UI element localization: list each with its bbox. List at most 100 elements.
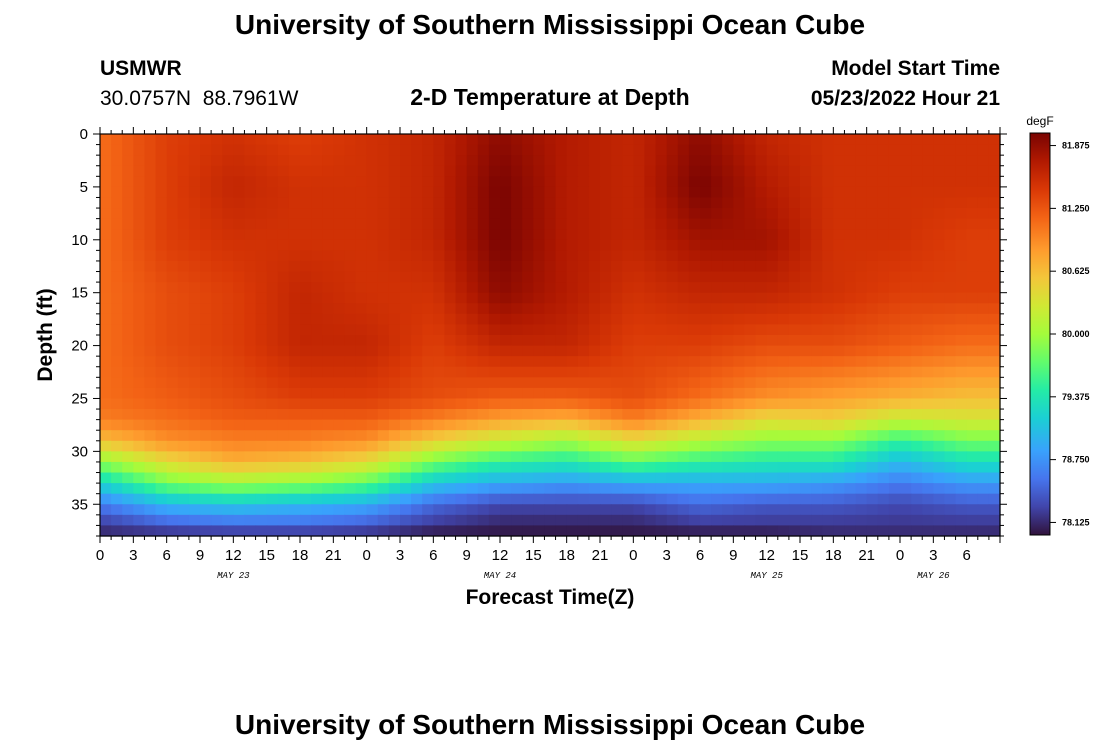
heatmap-cell xyxy=(522,324,534,336)
heatmap-cell xyxy=(711,345,723,357)
heatmap-cell xyxy=(155,282,168,294)
heatmap-cell xyxy=(766,419,779,431)
heatmap-cell xyxy=(111,176,123,188)
heatmap-cell xyxy=(644,366,657,378)
y-tick-label: 0 xyxy=(80,126,88,143)
heatmap-cell xyxy=(444,282,457,294)
heatmap-cell xyxy=(677,186,690,199)
heatmap-cell xyxy=(800,282,812,294)
heatmap-cell xyxy=(666,483,679,495)
heatmap-cell xyxy=(855,472,868,484)
heatmap-cell xyxy=(611,260,623,273)
heatmap-cell xyxy=(566,313,579,326)
heatmap-cell xyxy=(811,250,823,262)
heatmap-cell xyxy=(266,409,279,421)
heatmap-cell xyxy=(377,345,390,357)
heatmap-cell xyxy=(366,472,379,484)
heatmap-cell xyxy=(644,419,657,431)
heatmap-cell xyxy=(377,483,390,495)
heatmap-cell xyxy=(500,271,512,283)
heatmap-cell xyxy=(155,377,168,389)
heatmap-cell xyxy=(933,260,946,273)
heatmap-cell xyxy=(344,451,357,463)
heatmap-cell xyxy=(255,271,268,283)
heatmap-cell xyxy=(200,324,212,336)
heatmap-cell xyxy=(177,483,190,495)
heatmap-cell xyxy=(211,356,223,368)
heatmap-cell xyxy=(977,419,990,431)
heatmap-cell xyxy=(844,335,857,347)
heatmap-cell xyxy=(700,335,712,347)
heatmap-cell xyxy=(855,514,868,527)
heatmap-cell xyxy=(800,377,812,389)
heatmap-cell xyxy=(844,461,857,474)
heatmap-cell xyxy=(266,134,279,146)
heatmap-cell xyxy=(688,335,701,347)
heatmap-cell xyxy=(222,514,234,527)
heatmap-cell xyxy=(322,186,334,199)
x-tick-label: 9 xyxy=(729,547,737,564)
heatmap-cell xyxy=(777,134,790,146)
heatmap-cell xyxy=(733,525,746,537)
heatmap-cell xyxy=(922,208,934,220)
heatmap-cell xyxy=(144,335,157,347)
heatmap-cell xyxy=(388,208,401,220)
heatmap-cell xyxy=(611,493,623,505)
heatmap-cell xyxy=(188,218,201,230)
heatmap-cell xyxy=(800,165,812,177)
heatmap-cell xyxy=(177,409,190,421)
heatmap-cell xyxy=(322,271,334,283)
heatmap-cell xyxy=(266,387,279,400)
heatmap-cell xyxy=(788,186,801,199)
heatmap-cell xyxy=(111,313,123,326)
heatmap-cell xyxy=(833,398,846,410)
heatmap-cell xyxy=(711,461,723,474)
heatmap-cell xyxy=(888,176,901,188)
heatmap-cell xyxy=(644,303,657,315)
heatmap-cell xyxy=(111,504,123,516)
heatmap-cell xyxy=(144,345,157,357)
heatmap-cell xyxy=(100,398,112,410)
heatmap-cell xyxy=(122,271,134,283)
heatmap-cell xyxy=(411,134,423,146)
heatmap-cell xyxy=(211,292,223,304)
heatmap-cell xyxy=(355,176,368,188)
heatmap-cell xyxy=(522,430,534,442)
heatmap-cell xyxy=(544,313,557,326)
heatmap-cell xyxy=(400,313,412,326)
heatmap-cell xyxy=(433,218,446,230)
heatmap-cell xyxy=(244,324,257,336)
heatmap-cell xyxy=(900,377,912,389)
heatmap-cell xyxy=(655,335,668,347)
heatmap-cell xyxy=(955,387,968,400)
heatmap-cell xyxy=(211,324,223,336)
heatmap-cell xyxy=(144,451,157,463)
heatmap-cell xyxy=(366,387,379,400)
heatmap-cell xyxy=(900,461,912,474)
heatmap-cell xyxy=(222,303,234,315)
heatmap-cell xyxy=(366,229,379,241)
heatmap-cell xyxy=(744,504,757,516)
heatmap-cell xyxy=(811,303,823,315)
heatmap-cell xyxy=(855,303,868,315)
heatmap-cell xyxy=(355,472,368,484)
heatmap-cell xyxy=(688,514,701,527)
heatmap-cell xyxy=(433,144,446,156)
heatmap-cell xyxy=(611,292,623,304)
heatmap-cell xyxy=(933,493,946,505)
heatmap-cell xyxy=(222,208,234,220)
heatmap-cell xyxy=(311,409,323,421)
heatmap-cell xyxy=(722,239,734,251)
heatmap-cell xyxy=(522,366,534,378)
heatmap-cell xyxy=(255,250,268,262)
heatmap-cell xyxy=(466,387,479,400)
heatmap-cell xyxy=(644,514,657,527)
heatmap-cell xyxy=(266,493,279,505)
heatmap-cell xyxy=(933,345,946,357)
heatmap-cell xyxy=(422,387,434,400)
heatmap-cell xyxy=(322,229,334,241)
heatmap-cell xyxy=(877,155,890,167)
heatmap-cell xyxy=(655,197,668,209)
heatmap-cell xyxy=(300,303,312,315)
heatmap-cell xyxy=(933,398,946,410)
